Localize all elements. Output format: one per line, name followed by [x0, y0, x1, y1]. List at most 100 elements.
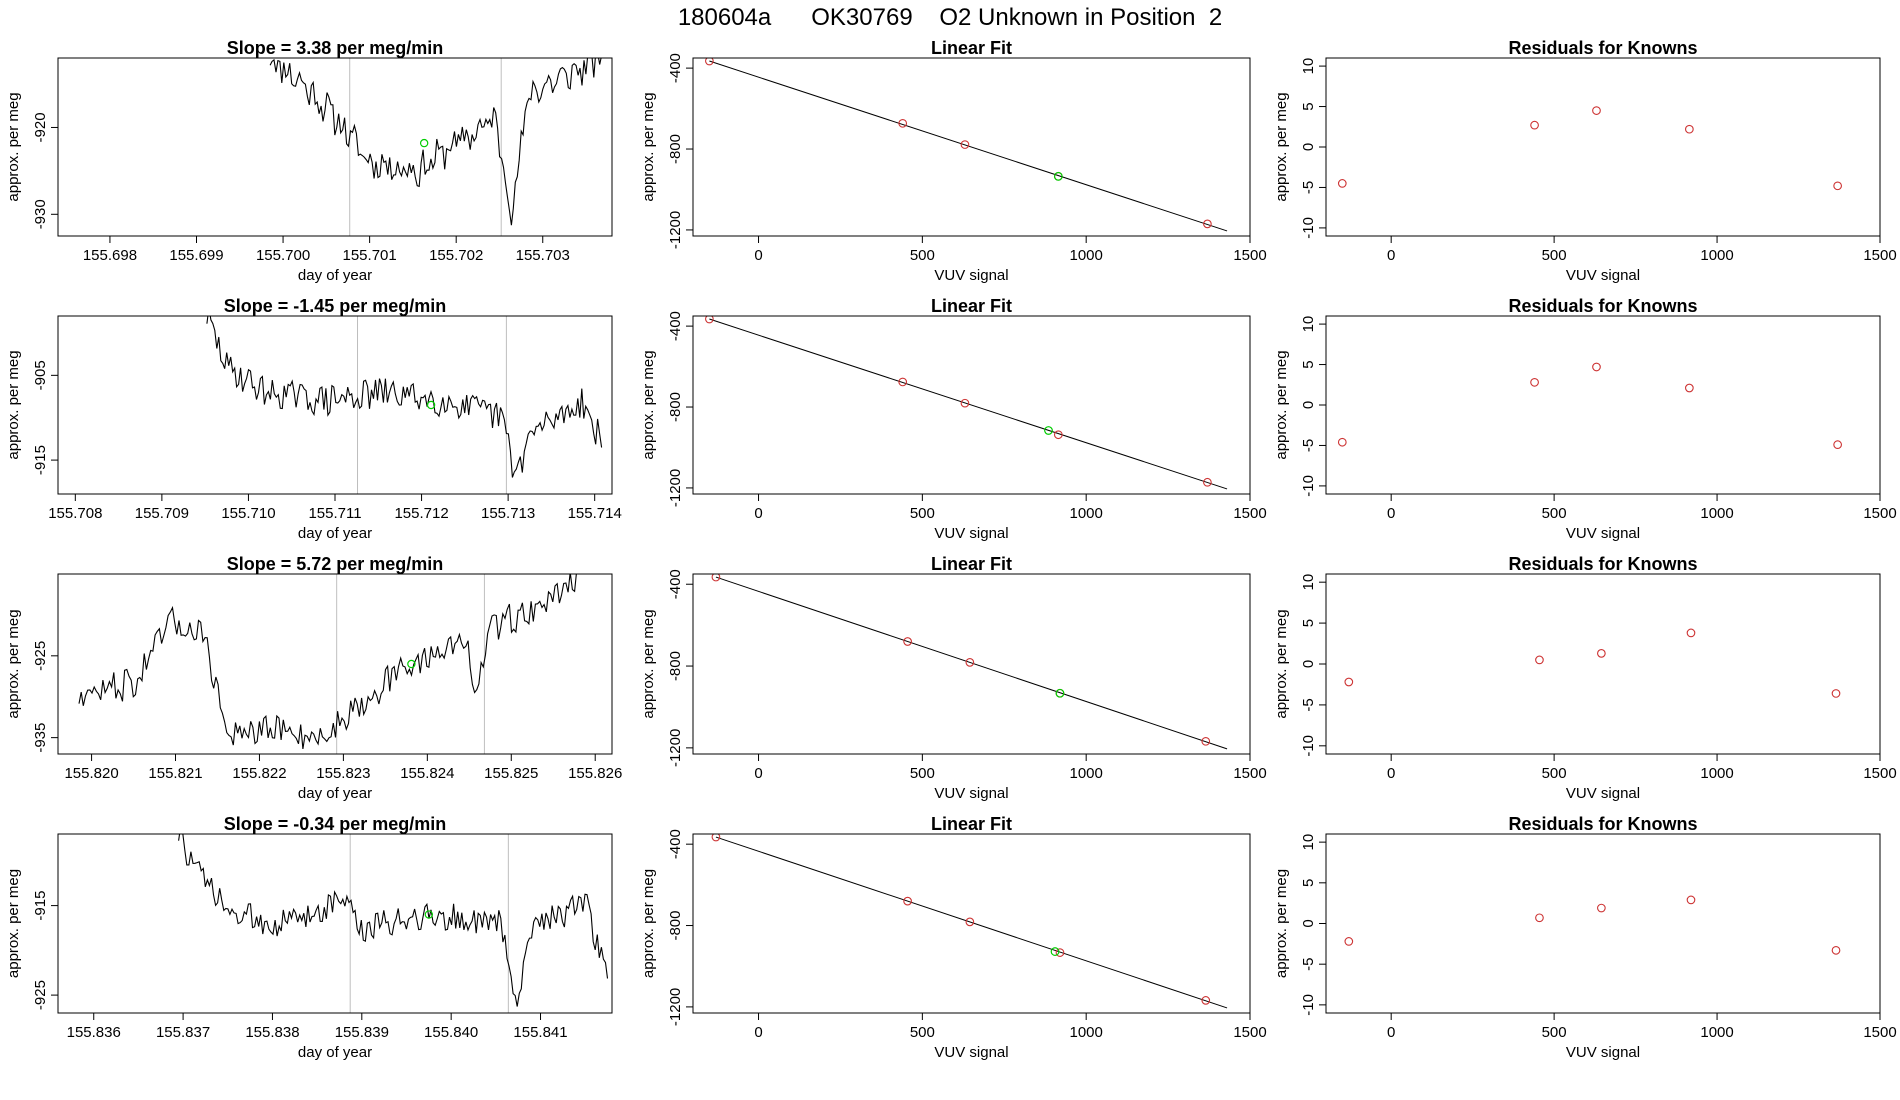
plot-frame [57, 57, 613, 237]
y-tick-label: -925 [32, 980, 49, 1010]
chart-title: Linear Fit [931, 296, 1012, 316]
known-point [1344, 937, 1354, 946]
plot-area [1337, 362, 1842, 449]
plot-area [1344, 895, 1841, 955]
y-tick-label: -935 [32, 723, 49, 753]
plot-frame [1325, 833, 1881, 1014]
y-tick-label: -1200 [667, 988, 684, 1026]
y-tick-label: 10 [1300, 834, 1317, 851]
x-tick-label: 500 [910, 505, 935, 522]
x-axis-label: day of year [298, 785, 372, 802]
x-tick-label: 155.837 [156, 1024, 210, 1041]
y-tick-label: -10 [1300, 475, 1317, 497]
x-tick-label: 1000 [1700, 247, 1733, 264]
known-point [705, 58, 714, 66]
plot-frame [692, 833, 1251, 1014]
y-axis-label: approx. per meg [640, 609, 657, 718]
data-series-line [78, 574, 577, 749]
x-tick-label: 155.821 [148, 765, 202, 782]
plot-frame [1325, 573, 1881, 755]
known-point [705, 316, 714, 324]
plot-frame [57, 833, 613, 1014]
plot-area [206, 316, 603, 494]
chart-panel-5: Linear Fit 0 500 1000 1500 VUV signal -400 -800… [640, 296, 1267, 542]
known-point [1597, 903, 1606, 913]
x-axis-label: VUV signal [934, 1044, 1008, 1061]
known-point [965, 917, 975, 927]
y-tick-label: -925 [32, 641, 49, 671]
x-tick-label: 0 [754, 505, 762, 522]
y-tick-label: -930 [32, 199, 49, 229]
x-tick-label: 500 [910, 247, 935, 264]
y-tick-label: -400 [667, 53, 684, 83]
x-tick-label: 155.701 [343, 247, 397, 264]
known-point [1686, 895, 1696, 905]
plot-area [269, 58, 602, 236]
x-tick-label: 500 [1542, 1024, 1567, 1041]
data-series-line [178, 834, 609, 1007]
chart-title: Slope = 3.38 per meg/min [227, 38, 444, 58]
chart-title: Slope = -0.34 per meg/min [224, 814, 447, 834]
known-point [1686, 628, 1696, 638]
x-tick-label: 1500 [1863, 765, 1896, 782]
y-tick-label: -800 [667, 911, 684, 941]
y-tick-label: -905 [32, 360, 49, 390]
plot-area [178, 834, 609, 1013]
known-point [1592, 106, 1601, 115]
known-point [1831, 945, 1841, 955]
x-axis-label: VUV signal [934, 785, 1008, 802]
x-tick-label: 155.700 [256, 247, 310, 264]
plot-frame [1325, 57, 1881, 237]
x-tick-label: 0 [1387, 765, 1395, 782]
x-axis-label: VUV signal [934, 267, 1008, 284]
x-tick-label: 155.826 [568, 765, 622, 782]
known-point [898, 377, 908, 387]
known-point [1201, 736, 1211, 746]
plot-area [711, 834, 1228, 1009]
unknown-marker-point [419, 138, 429, 148]
chart-title: Slope = -1.45 per meg/min [224, 296, 447, 316]
y-tick-label: 10 [1300, 574, 1317, 591]
x-axis-label: VUV signal [1566, 785, 1640, 802]
y-tick-label: 0 [1300, 660, 1317, 668]
y-tick-label: -5 [1300, 181, 1317, 194]
known-point [1530, 120, 1539, 130]
known-point [1053, 430, 1063, 440]
chart-panel-1: Slope = 3.38 per meg/min 155.698 155.699 15… [5, 38, 613, 284]
x-tick-label: 500 [1542, 505, 1567, 522]
y-tick-label: 0 [1300, 401, 1317, 409]
fit-line [715, 836, 1228, 1009]
chart-panel-11: Linear Fit 0 500 1000 1500 VUV signal -400 -800… [640, 814, 1267, 1061]
plot-area [705, 58, 1228, 232]
known-point [1337, 437, 1347, 447]
x-axis-label: day of year [298, 267, 372, 284]
x-tick-label: 0 [1387, 505, 1395, 522]
chart-panel-12: Residuals for Knowns 0 500 1000 1500 VUV sign… [1273, 814, 1897, 1061]
chart-title: Residuals for Knowns [1508, 296, 1697, 316]
y-tick-label: -800 [667, 651, 684, 681]
chart-panel-10: Slope = -0.34 per meg/min 155.836 155.837 1… [5, 814, 613, 1061]
x-tick-label: 1500 [1233, 247, 1266, 264]
known-point [1685, 383, 1694, 393]
chart-title: Residuals for Knowns [1508, 814, 1697, 834]
x-tick-label: 1500 [1233, 765, 1266, 782]
x-tick-label: 1000 [1700, 1024, 1733, 1041]
x-tick-label: 155.841 [513, 1024, 567, 1041]
chart-title: Slope = 5.72 per meg/min [227, 554, 444, 574]
known-point [1833, 440, 1842, 449]
x-tick-label: 155.839 [335, 1024, 389, 1041]
x-tick-label: 155.824 [400, 765, 454, 782]
x-tick-label: 155.698 [83, 247, 137, 264]
plot-area [711, 574, 1228, 750]
y-axis-label: approx. per meg [1273, 350, 1290, 459]
x-tick-label: 155.710 [221, 505, 275, 522]
known-point [1201, 996, 1211, 1005]
plot-area [78, 574, 577, 754]
y-tick-label: 10 [1300, 316, 1317, 333]
x-tick-label: 1000 [1069, 765, 1102, 782]
y-axis-label: approx. per meg [1273, 609, 1290, 718]
x-tick-label: 155.822 [232, 765, 286, 782]
unknown-marker-point [424, 910, 434, 919]
x-tick-label: 155.708 [48, 505, 102, 522]
chart-title: Linear Fit [931, 554, 1012, 574]
